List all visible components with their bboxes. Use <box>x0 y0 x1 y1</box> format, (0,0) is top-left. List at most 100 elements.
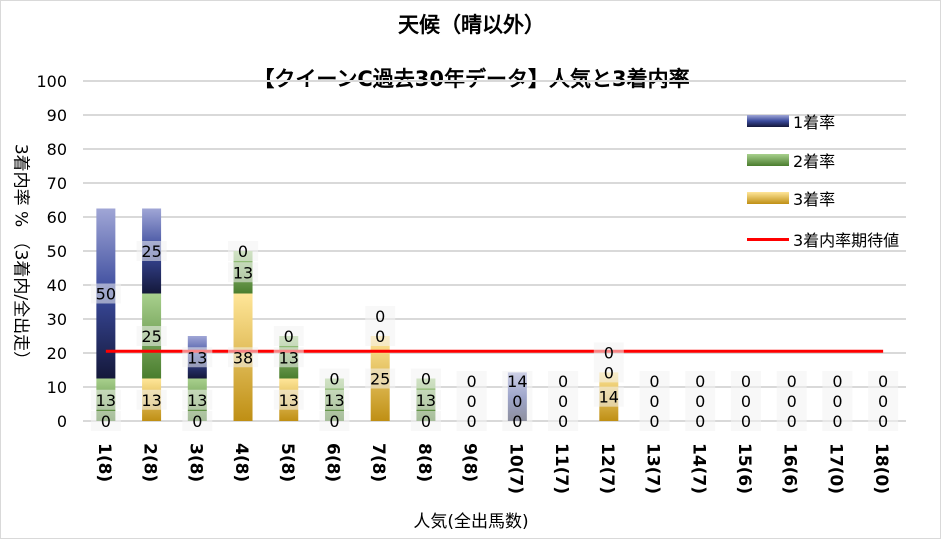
data-label: 0 <box>467 372 477 391</box>
x-tick-label: 5(8) <box>277 443 297 482</box>
data-label-bg <box>868 411 899 431</box>
data-label-bg <box>502 371 533 391</box>
x-tick-label: 10(7) <box>505 443 525 494</box>
y-tick-label: 70 <box>47 174 67 193</box>
data-label-bg <box>548 371 579 391</box>
data-label: 25 <box>141 242 161 261</box>
data-label: 14 <box>599 388 619 407</box>
legend-label: 1着率 <box>793 113 836 132</box>
data-label: 0 <box>284 327 294 346</box>
x-tick-label: 12(7) <box>597 443 617 494</box>
data-label-bg <box>228 347 259 368</box>
x-tick-label: 9(8) <box>460 443 480 482</box>
data-label-bg <box>639 391 670 411</box>
data-label: 0 <box>421 412 431 431</box>
data-label: 13 <box>233 263 253 282</box>
data-label-bg <box>136 389 167 410</box>
data-label: 0 <box>558 392 568 411</box>
data-label: 0 <box>878 372 888 391</box>
data-label: 0 <box>832 412 842 431</box>
data-label-bg <box>593 362 624 383</box>
data-label: 0 <box>741 392 751 411</box>
data-label-bg <box>136 326 167 346</box>
data-label: 0 <box>375 307 385 326</box>
x-tick-label: 8(8) <box>414 443 434 482</box>
data-label: 13 <box>416 391 436 410</box>
x-tick-label: 7(8) <box>368 443 388 482</box>
data-label: 0 <box>558 372 568 391</box>
data-label-bg <box>456 391 487 411</box>
data-label: 0 <box>375 327 385 346</box>
legend-swatch <box>747 237 789 241</box>
data-label: 0 <box>604 343 614 362</box>
x-tick-label: 2(8) <box>140 443 160 482</box>
data-label: 14 <box>507 372 527 391</box>
data-label-bg <box>822 411 853 431</box>
legend-item: 3着率 <box>747 186 835 210</box>
data-label: 0 <box>649 392 659 411</box>
data-label-bg <box>685 371 716 391</box>
data-label-bg <box>548 391 579 411</box>
y-tick-label: 0 <box>57 412 67 431</box>
data-label-bg <box>822 371 853 391</box>
data-label: 0 <box>741 372 751 391</box>
x-tick-label: 3(8) <box>185 443 205 482</box>
data-label-bg <box>548 411 579 431</box>
data-label-bg <box>410 411 441 431</box>
y-tick-label: 80 <box>47 140 67 159</box>
data-label-bg <box>776 371 807 391</box>
y-tick-label: 40 <box>47 276 67 295</box>
legend-label: 2着率 <box>793 152 836 171</box>
legend-item: 1着率 <box>747 109 835 133</box>
data-label: 0 <box>878 412 888 431</box>
data-label-bg <box>776 411 807 431</box>
x-tick-label: 13(7) <box>643 443 663 494</box>
data-label-bg <box>685 411 716 431</box>
x-axis-label: 人気(全出馬数) <box>413 512 529 532</box>
data-label: 0 <box>649 412 659 431</box>
data-label-bg <box>136 241 167 261</box>
data-label: 0 <box>512 412 522 431</box>
data-label-bg <box>273 347 304 368</box>
data-label-bg <box>685 391 716 411</box>
x-tick-label: 15(6) <box>734 443 754 494</box>
chart-title: 天候（晴以外） <box>398 13 545 37</box>
data-label: 0 <box>192 412 202 431</box>
data-label: 0 <box>512 392 522 411</box>
data-label-bg <box>456 371 487 391</box>
data-label-bg <box>639 371 670 391</box>
y-tick-label: 60 <box>47 208 67 227</box>
x-tick-label: 11(7) <box>551 443 571 494</box>
legend-swatch <box>747 115 789 127</box>
data-label: 0 <box>787 392 797 411</box>
data-label-bg <box>410 389 441 410</box>
data-label: 25 <box>141 327 161 346</box>
data-label: 0 <box>329 412 339 431</box>
x-tick-label: 14(7) <box>688 443 708 494</box>
data-label: 0 <box>238 242 248 261</box>
legend-label: 3着内率期待値 <box>793 231 900 250</box>
data-label-bg <box>273 389 304 410</box>
data-label-bg <box>365 306 396 326</box>
data-label: 0 <box>832 372 842 391</box>
data-label: 13 <box>279 348 299 367</box>
data-label: 0 <box>467 392 477 411</box>
data-label: 13 <box>187 348 207 367</box>
data-label-bg <box>456 411 487 431</box>
data-label-bg <box>639 411 670 431</box>
data-label-bg <box>593 342 624 363</box>
legend-swatch <box>747 154 789 166</box>
data-label-bg <box>182 389 213 410</box>
data-label-bg <box>228 262 259 283</box>
x-tick-label: 16(6) <box>780 443 800 494</box>
data-label-bg <box>90 411 121 431</box>
data-label-bg <box>182 411 213 431</box>
x-tick-label: 1(8) <box>94 443 114 482</box>
data-label-bg <box>730 391 761 411</box>
data-label: 0 <box>741 412 751 431</box>
legend-item: 3着内率期待値 <box>747 227 899 251</box>
data-label: 0 <box>695 412 705 431</box>
legend-item: 2着率 <box>747 148 835 172</box>
data-label: 13 <box>187 391 207 410</box>
